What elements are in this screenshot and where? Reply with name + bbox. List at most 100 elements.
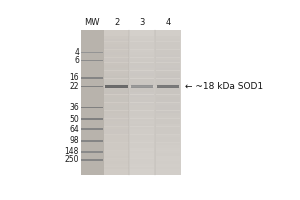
Bar [130, 52, 154, 55]
Bar [104, 145, 129, 148]
Bar [156, 153, 180, 156]
Bar [156, 87, 180, 89]
Bar [104, 30, 129, 175]
Bar [130, 148, 154, 150]
Text: 250: 250 [64, 155, 79, 164]
Bar [156, 121, 180, 124]
Bar [104, 132, 129, 134]
Bar [156, 44, 180, 47]
Bar [156, 103, 180, 105]
Bar [104, 52, 129, 55]
Bar [105, 85, 128, 88]
Text: 3: 3 [140, 18, 145, 27]
Bar [104, 63, 129, 65]
Bar [130, 55, 154, 57]
Bar [104, 119, 129, 121]
Bar [104, 73, 129, 76]
Bar [130, 105, 154, 108]
Bar [156, 156, 180, 158]
Bar [156, 89, 180, 92]
Bar [130, 63, 154, 65]
Bar [156, 92, 180, 94]
Bar [130, 129, 154, 132]
Bar [104, 68, 129, 70]
Bar [104, 100, 129, 102]
Bar [81, 60, 103, 61]
Bar [104, 103, 129, 105]
Text: 98: 98 [69, 136, 79, 145]
Bar [156, 71, 180, 73]
Bar [156, 97, 180, 100]
Bar [104, 44, 129, 47]
Bar [104, 105, 129, 108]
Bar [104, 111, 129, 113]
Bar [130, 167, 154, 169]
Bar [156, 161, 180, 164]
Bar [130, 58, 154, 60]
Bar [81, 107, 103, 108]
Bar [155, 30, 181, 175]
Bar [156, 68, 180, 70]
Bar [104, 159, 129, 161]
Bar [130, 79, 154, 81]
Bar [156, 132, 180, 134]
Text: 4: 4 [74, 48, 79, 57]
Text: 16: 16 [69, 73, 79, 82]
Bar [130, 76, 154, 78]
Bar [130, 124, 154, 126]
Bar [130, 95, 154, 97]
Bar [104, 140, 129, 142]
Bar [104, 60, 129, 62]
Bar [156, 119, 180, 121]
Bar [130, 87, 154, 89]
Bar [130, 68, 154, 70]
Bar [130, 127, 154, 129]
Bar [156, 55, 180, 57]
Bar [130, 103, 154, 105]
Bar [104, 76, 129, 78]
Bar [156, 140, 180, 142]
Bar [81, 159, 103, 161]
Bar [104, 151, 129, 153]
Bar [104, 137, 129, 140]
Bar [130, 156, 154, 158]
Bar [156, 151, 180, 153]
Text: 50: 50 [69, 115, 79, 124]
Bar [104, 97, 129, 100]
Bar [156, 73, 180, 76]
Bar [104, 79, 129, 81]
Bar [156, 159, 180, 161]
Bar [156, 36, 180, 39]
Bar [156, 39, 180, 41]
Bar [104, 87, 129, 89]
Bar [156, 129, 180, 132]
Text: 64: 64 [69, 125, 79, 134]
Bar [130, 100, 154, 102]
Bar [156, 135, 180, 137]
Text: 22: 22 [70, 82, 79, 91]
Bar [104, 95, 129, 97]
Bar [156, 167, 180, 169]
Bar [81, 30, 104, 175]
Bar [156, 65, 180, 68]
Bar [156, 95, 180, 97]
Bar [104, 65, 129, 68]
Bar [81, 52, 103, 53]
Bar [130, 65, 154, 68]
Bar [130, 116, 154, 118]
Bar [104, 55, 129, 57]
Bar [130, 161, 154, 164]
Bar [130, 89, 154, 92]
Bar [156, 145, 180, 148]
Bar [104, 84, 129, 86]
Bar [130, 71, 154, 73]
Bar [104, 129, 129, 132]
Bar [130, 60, 154, 62]
Bar [157, 85, 179, 88]
Bar [156, 105, 180, 108]
Bar [156, 58, 180, 60]
Bar [156, 124, 180, 126]
Text: 148: 148 [65, 147, 79, 156]
Bar [156, 100, 180, 102]
Bar [130, 92, 154, 94]
